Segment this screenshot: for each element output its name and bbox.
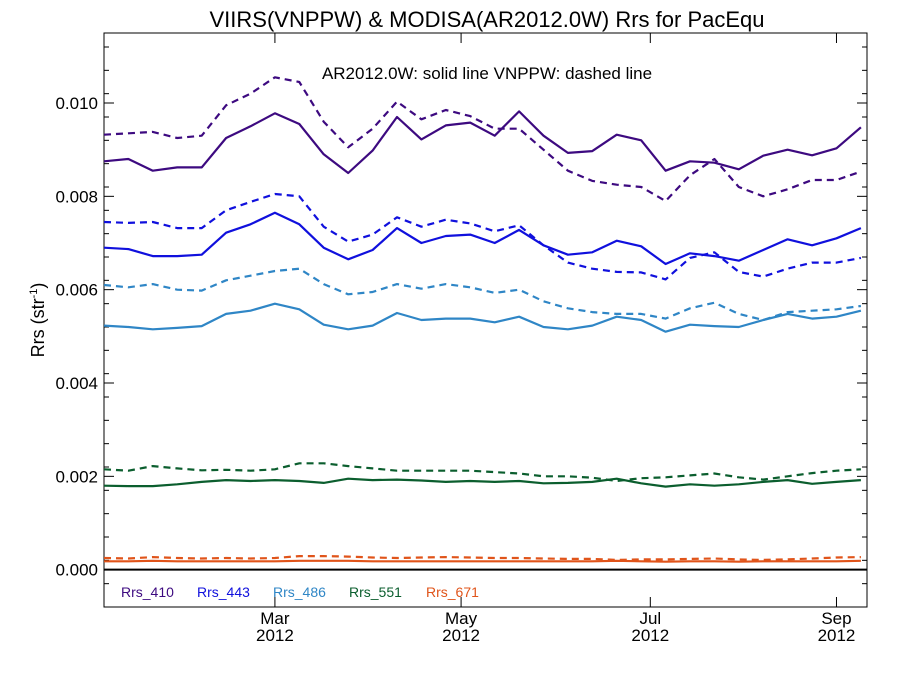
plot-frame [103,32,868,608]
series-line-rrs-671-vnppw [103,554,861,562]
chart-title: VIIRS(VNPPW) & MODISA(AR2012.0W) Rrs for… [209,7,764,32]
legend-entry: Rrs_671 [426,584,479,600]
series-line-rrs-486-vnppw [103,267,862,322]
line-style-annotation: AR2012.0W: solid line VNPPW: dashed line [322,64,652,83]
y-axis-label: Rrs (str-1) [28,283,48,358]
x-tick-month-label: Sep [821,609,851,628]
y-tick-label: 0.004 [55,374,98,393]
x-tick-year-label: 2012 [818,626,856,645]
series-line-rrs-551 [103,477,861,488]
x-tick-month-label: May [445,609,478,628]
y-tick-label: 0.010 [55,94,98,113]
y-tick-label: 0.006 [55,281,98,300]
y-tick-label: 0.000 [55,561,98,580]
legend: Rrs_410 Rrs_443 Rrs_486 Rrs_551 Rrs_671 [121,584,479,600]
x-tick-year-label: 2012 [442,626,480,645]
series-line-rrs-486 [103,302,862,333]
x-tick-month-label: Mar [260,609,290,628]
x-tick-month-label: Jul [639,609,661,628]
series-line-rrs-443 [103,211,862,266]
series-line-rrs-671 [104,559,861,563]
series-line-rrs-443-vnppw [103,192,862,281]
series-layer [103,76,862,563]
legend-entry: Rrs_486 [273,584,326,600]
y-axis: 0.000 0.002 0.004 0.006 0.008 0.010 [55,46,867,608]
legend-entry: Rrs_443 [197,584,250,600]
series-line-rrs-410 [103,110,862,175]
series-line-rrs-551-vnppw [103,462,861,483]
series-line-rrs-410-vnppw [103,76,862,203]
legend-entry: Rrs_551 [349,584,402,600]
y-tick-label: 0.002 [55,467,98,486]
x-tick-year-label: 2012 [256,626,294,645]
x-tick-year-label: 2012 [631,626,669,645]
y-tick-label: 0.008 [55,187,98,206]
legend-entry: Rrs_410 [121,584,174,600]
